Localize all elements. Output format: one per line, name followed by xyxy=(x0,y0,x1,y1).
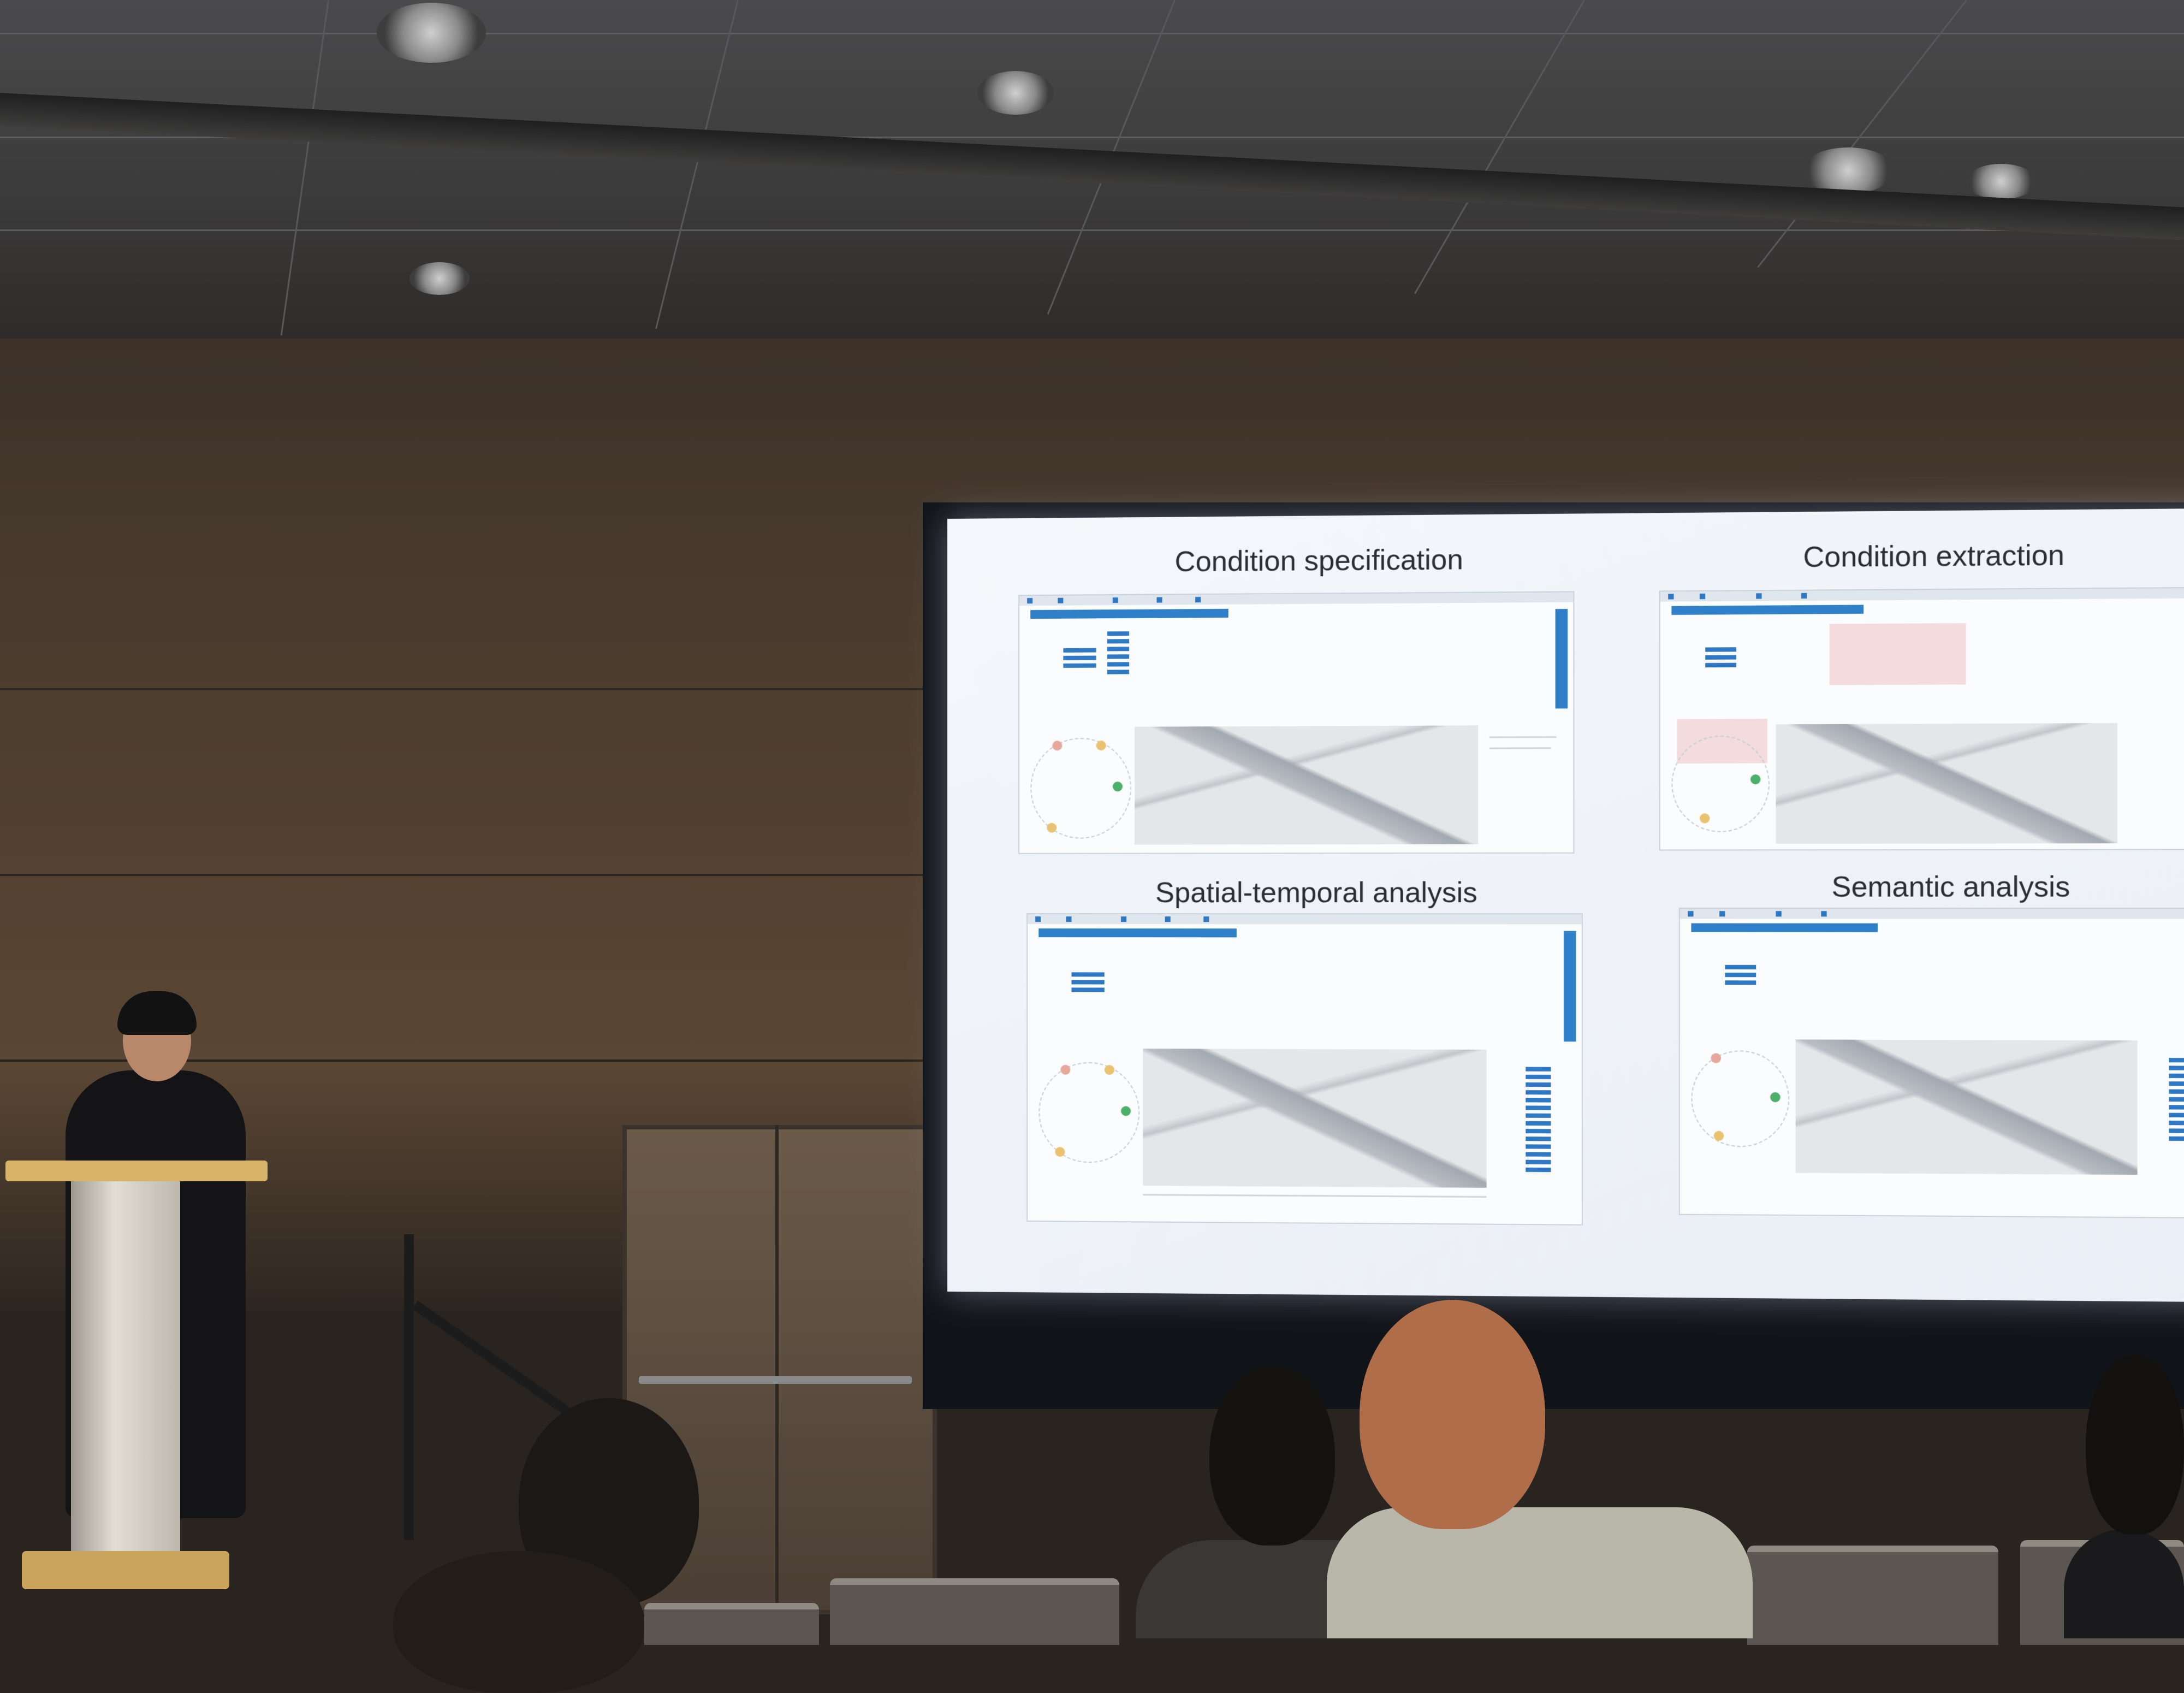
audience-head xyxy=(2086,1354,2184,1535)
door-push-bar xyxy=(639,1376,912,1384)
wall-panel-seam xyxy=(0,688,928,690)
ceiling-light xyxy=(1802,147,1895,194)
wall-panel-seam xyxy=(0,874,928,876)
toolbar xyxy=(1680,909,2184,919)
ceiling-grid-line xyxy=(1757,0,1967,268)
ring-node xyxy=(1714,1131,1724,1141)
map-view xyxy=(1776,723,2117,844)
ceiling-light xyxy=(377,3,486,63)
ring-node xyxy=(1052,741,1062,750)
ceiling-grid-line xyxy=(281,0,329,335)
condition-bars xyxy=(1063,644,1096,671)
map-view xyxy=(1796,1039,2138,1175)
ring-node xyxy=(1055,1147,1065,1157)
ring-node xyxy=(1105,1065,1114,1075)
projection-screen: Condition specification Condition extrac… xyxy=(947,508,2184,1302)
condition-bars xyxy=(1705,644,1736,671)
condition-bars xyxy=(1071,969,1104,995)
ceiling-light xyxy=(977,71,1054,115)
screenshot-panel-spatial-temporal-analysis xyxy=(1026,913,1583,1226)
screenshot-panel-condition-extraction xyxy=(1659,587,2184,851)
podium-column xyxy=(71,1180,180,1562)
audience-chair xyxy=(1747,1546,1998,1645)
slide-title-semantic-analysis: Semantic analysis xyxy=(1735,870,2168,904)
value-bars xyxy=(1107,628,1129,678)
condition-bars xyxy=(1725,962,1756,988)
audience-chair xyxy=(830,1578,1119,1645)
ceiling-light xyxy=(1966,164,2037,199)
ranking-bars xyxy=(1526,1064,1551,1176)
slide-title-condition-specification: Condition specification xyxy=(1098,543,1541,579)
audience-head xyxy=(393,1551,644,1693)
panel-side-bar xyxy=(1556,609,1568,708)
map-view xyxy=(1143,1049,1486,1188)
panel-header xyxy=(1030,609,1228,619)
stair-railing-post xyxy=(404,1234,414,1540)
audience-shoulders xyxy=(1327,1507,1753,1638)
highlight-region xyxy=(1830,623,1966,685)
list-line xyxy=(1489,747,1551,749)
panel-header xyxy=(1691,924,1878,932)
ring-node xyxy=(1711,1053,1722,1063)
door-split xyxy=(775,1125,779,1606)
ring-node xyxy=(1096,741,1106,750)
list-line xyxy=(1489,736,1557,738)
panel-header xyxy=(1671,605,1863,614)
timeline xyxy=(1143,1194,1486,1198)
ceiling-light xyxy=(410,262,470,295)
audience-head xyxy=(1360,1300,1545,1529)
audience-chair xyxy=(644,1603,819,1645)
slide-title-condition-extraction: Condition extraction xyxy=(1718,538,2151,575)
ring-node xyxy=(1047,823,1057,833)
screenshot-panel-semantic-analysis xyxy=(1679,908,2184,1218)
podium-base xyxy=(22,1551,229,1589)
ring-node xyxy=(1700,813,1710,823)
ceiling-grid-line xyxy=(0,33,2184,34)
ring-node xyxy=(1121,1106,1131,1116)
ring-node xyxy=(1750,774,1761,784)
ring-node xyxy=(1770,1092,1781,1102)
ranking-bars xyxy=(2169,1055,2184,1144)
panel-header xyxy=(1038,928,1237,937)
podium-top xyxy=(5,1161,268,1181)
toolbar xyxy=(1660,588,2184,602)
ceiling-grid-line xyxy=(0,229,2184,231)
screenshot-panel-condition-specification xyxy=(1018,591,1574,854)
toolbar xyxy=(1019,592,1573,606)
ring-node xyxy=(1060,1065,1070,1075)
slide-title-spatial-temporal-analysis: Spatial-temporal analysis xyxy=(1090,876,1544,909)
panel-side-bar xyxy=(1564,931,1576,1042)
ceiling-grid-line xyxy=(655,0,739,329)
toolbar xyxy=(1028,914,1582,924)
map-view xyxy=(1135,725,1478,844)
audience-head xyxy=(1209,1365,1335,1546)
ceiling-grid-line xyxy=(1414,0,1585,294)
ring-node xyxy=(1113,782,1123,791)
